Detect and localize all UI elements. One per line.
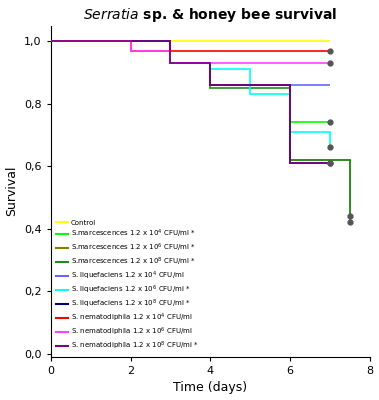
Legend: Control, S.marcescences 1.2 x 10$^4$ CFU/ml *, S.marcescences 1.2 x 10$^6$ CFU/m: Control, S.marcescences 1.2 x 10$^4$ CFU… [54, 218, 200, 353]
X-axis label: Time (days): Time (days) [173, 382, 247, 394]
Title: $\it{Serratia}$ sp. & honey bee survival: $\it{Serratia}$ sp. & honey bee survival [83, 6, 337, 24]
Y-axis label: Survival: Survival [6, 166, 19, 216]
